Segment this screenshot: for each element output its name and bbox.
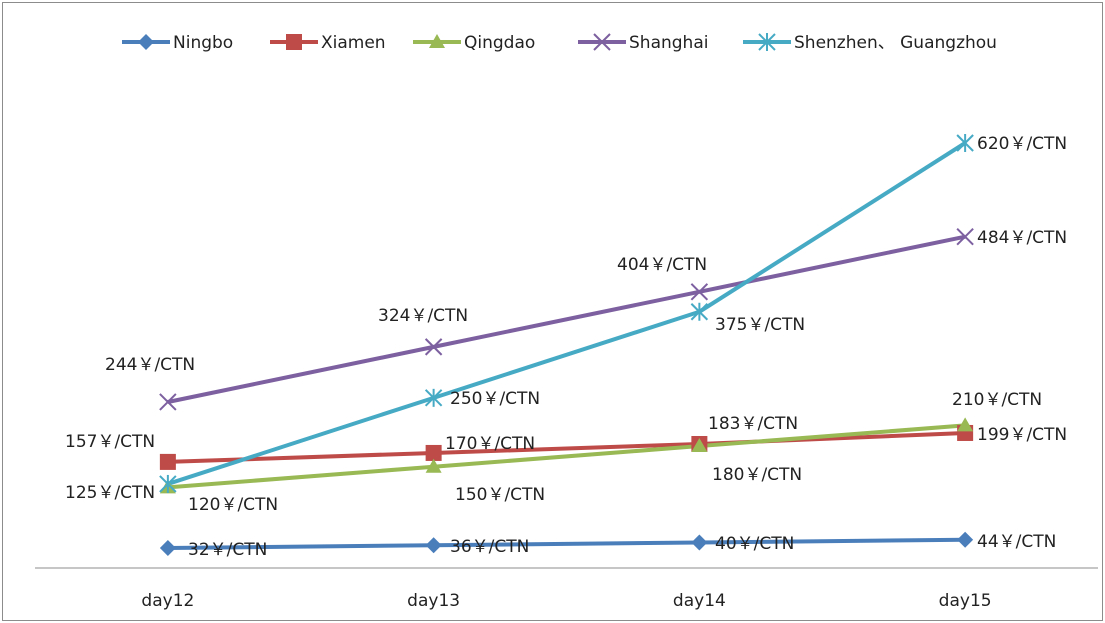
data-label-shanghai-day15: 484￥/CTN	[977, 228, 1067, 248]
legend-marker-0	[138, 34, 154, 50]
series-line-shenzhen-guangzhou	[167, 141, 967, 486]
legend-item-qingdao: Qingdao	[413, 33, 535, 53]
marker-shenzhen-guangzhou-day14	[690, 302, 709, 321]
legend-marker-3	[593, 33, 611, 51]
marker-shanghai-day14	[690, 283, 709, 301]
x-tick-label-day13: day13	[407, 591, 460, 611]
legend-label: Xiamen	[321, 33, 386, 53]
series-line-ningbo	[167, 537, 966, 550]
marker-qingdao-day13	[425, 458, 442, 473]
marker-shenzhen-guangzhou-day15	[956, 134, 974, 152]
series-line-qingdao	[167, 423, 966, 490]
marker-shenzhen-guangzhou-day12	[159, 474, 177, 493]
series-lines	[167, 141, 967, 550]
marker-xiamen-day13	[425, 444, 442, 461]
x-tick-label-day14: day14	[673, 591, 726, 611]
legend: Ningbo Xiamen Qingdao Shanghai Shenzhen、 Gua…	[122, 33, 997, 53]
marker-shanghai-day13	[424, 338, 443, 356]
data-label-xiamen-day15: 199￥/CTN	[977, 425, 1067, 445]
marker-xiamen-day12	[159, 453, 176, 470]
data-label-xiamen-day14: 183￥/CTN	[708, 414, 798, 434]
x-tick-label-day15: day15	[939, 591, 992, 611]
marker-shanghai-day15	[956, 227, 974, 246]
marker-shenzhen-guangzhou-day13	[424, 388, 443, 407]
data-label-qingdao-day15: 210￥/CTN	[952, 390, 1042, 410]
legend-item-shanghai: Shanghai	[578, 33, 708, 53]
legend-item-shenzhen-guangzhou: Shenzhen、 Guangzhou	[743, 33, 997, 53]
legend-marker-2	[429, 34, 445, 48]
legend-item-xiamen: Xiamen	[270, 33, 386, 53]
series-markers	[159, 134, 974, 556]
data-label-xiamen-day13: 170￥/CTN	[445, 434, 535, 454]
marker-ningbo-day14	[691, 534, 708, 551]
legend-label: Shanghai	[629, 33, 708, 53]
data-label-shenzhen-guangzhou-day13: 250￥/CTN	[450, 389, 540, 409]
data-label-shanghai-day13: 324￥/CTN	[378, 306, 468, 326]
series-line-shanghai	[167, 234, 966, 404]
marker-qingdao-day14	[691, 438, 708, 453]
data-label-xiamen-day12: 157￥/CTN	[65, 432, 155, 452]
data-label-ningbo-day12: 32￥/CTN	[188, 540, 267, 560]
data-label-ningbo-day14: 40￥/CTN	[715, 534, 794, 554]
legend-label: Qingdao	[464, 33, 535, 53]
legend-label: Ningbo	[173, 33, 233, 53]
marker-ningbo-day15	[957, 531, 974, 548]
x-tick-label-day12: day12	[141, 591, 194, 611]
data-label-qingdao-day14: 180￥/CTN	[712, 465, 802, 485]
marker-ningbo-day12	[159, 540, 176, 556]
data-labels: 32￥/CTN 36￥/CTN 40￥/CTN 44￥/CTN 157￥/CTN 170￥…	[65, 134, 1067, 560]
legend-label: Shenzhen、 Guangzhou	[794, 33, 997, 53]
marker-shanghai-day12	[159, 393, 177, 411]
data-label-qingdao-day13: 150￥/CTN	[455, 485, 545, 505]
data-label-qingdao-day12: 120￥/CTN	[188, 495, 278, 515]
x-axis-ticks: day12 day13 day14 day15	[141, 591, 991, 611]
series-line-xiamen	[167, 430, 966, 464]
data-label-ningbo-day15: 44￥/CTN	[977, 532, 1056, 552]
data-label-shanghai-day12: 244￥/CTN	[105, 355, 195, 375]
legend-item-ningbo: Ningbo	[122, 33, 233, 53]
data-label-ningbo-day13: 36￥/CTN	[450, 537, 529, 557]
legend-marker-4	[758, 33, 776, 51]
data-label-shanghai-day14: 404￥/CTN	[617, 255, 707, 275]
data-label-shenzhen-guangzhou-day12: 125￥/CTN	[65, 483, 155, 503]
data-label-shenzhen-guangzhou-day14: 375￥/CTN	[715, 315, 805, 335]
legend-marker-1	[286, 34, 302, 50]
data-label-shenzhen-guangzhou-day15: 620￥/CTN	[977, 134, 1067, 154]
marker-qingdao-day15	[957, 417, 974, 432]
marker-ningbo-day13	[425, 537, 442, 554]
